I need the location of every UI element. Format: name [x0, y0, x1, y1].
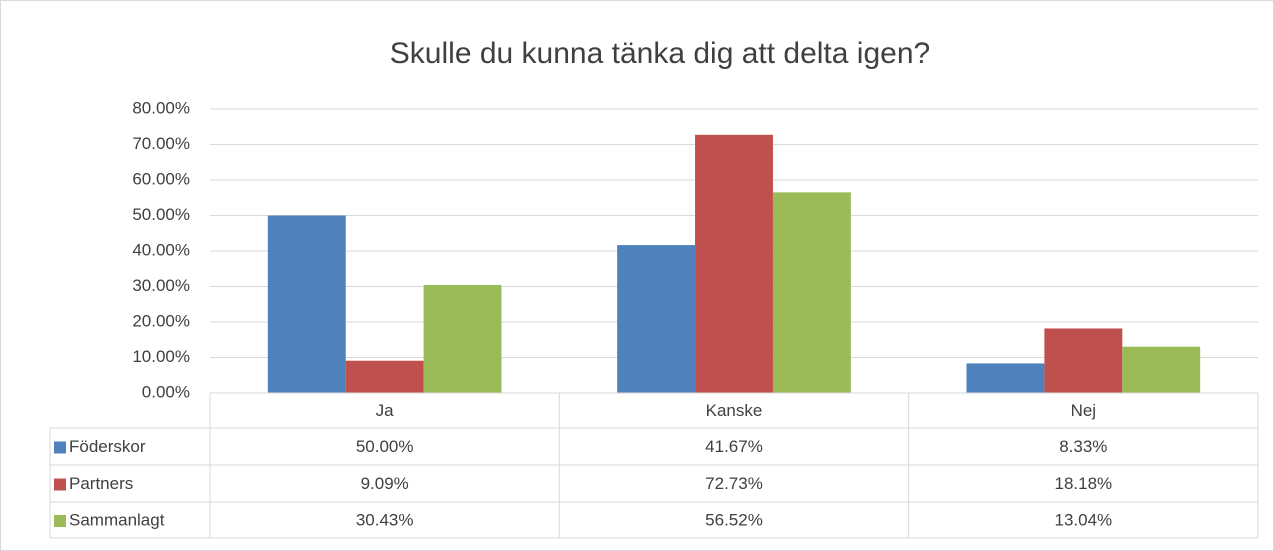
chart-title: Skulle du kunna tänka dig att delta igen…: [390, 37, 930, 70]
legend-label: Föderskor: [69, 437, 146, 456]
legend-swatch: [54, 441, 66, 454]
legend-label: Partners: [69, 474, 133, 493]
legend-label: Sammanlagt: [69, 510, 165, 529]
y-tick-label: 20.00%: [132, 311, 190, 330]
table-value: 18.18%: [1054, 474, 1112, 493]
y-tick-label: 80.00%: [132, 98, 190, 117]
y-tick-label: 30.00%: [132, 276, 190, 295]
table-value: 56.52%: [705, 510, 763, 529]
y-tick-label: 70.00%: [132, 134, 190, 153]
bar: [1044, 328, 1123, 393]
y-tick-label: 50.00%: [132, 205, 190, 224]
table-value: 8.33%: [1059, 437, 1107, 456]
table-value: 50.00%: [356, 437, 414, 456]
table-value: 72.73%: [705, 474, 763, 493]
bar: [345, 360, 424, 393]
x-tick-label: Nej: [1071, 401, 1097, 420]
bar: [966, 363, 1045, 393]
bar: [772, 192, 851, 393]
x-tick-label: Ja: [376, 401, 395, 420]
y-tick-label: 10.00%: [132, 347, 190, 366]
table-value: 9.09%: [361, 474, 409, 493]
y-tick-label: 0.00%: [142, 382, 190, 401]
y-tick-label: 40.00%: [132, 240, 190, 259]
y-tick-label: 60.00%: [132, 169, 190, 188]
x-tick-label: Kanske: [706, 401, 763, 420]
bar: [695, 134, 773, 393]
table-value: 13.04%: [1054, 510, 1112, 529]
bar: [267, 215, 346, 393]
bar: [1122, 346, 1201, 393]
legend-swatch: [54, 478, 66, 491]
table-value: 41.67%: [705, 437, 763, 456]
bar: [617, 245, 696, 393]
legend-swatch: [54, 515, 66, 527]
table-value: 30.43%: [356, 510, 414, 529]
bar: [423, 284, 502, 393]
